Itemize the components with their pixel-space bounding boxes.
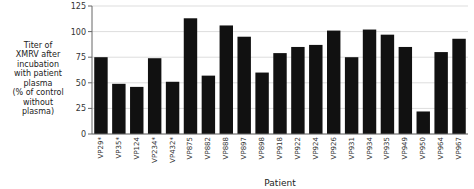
bar xyxy=(148,58,161,134)
bar xyxy=(220,25,233,134)
y-tick-label: 125 xyxy=(71,2,86,11)
grid-line xyxy=(92,31,468,32)
bar xyxy=(166,82,179,134)
y-tick-label: 25 xyxy=(76,104,86,113)
bar xyxy=(452,39,465,134)
bar xyxy=(273,53,286,134)
x-tick-label: VP898 xyxy=(258,137,266,159)
y-axis-label-line: (% of control xyxy=(12,88,63,97)
y-tick xyxy=(88,31,92,32)
x-tick-label: VP432* xyxy=(169,137,177,163)
y-tick xyxy=(88,82,92,83)
x-tick-label: VP29* xyxy=(97,137,105,159)
x-axis: VP29* VP35* VP124 VP234* VP432* VP875 VP882 VP8… xyxy=(97,136,463,162)
x-axis-label: Patient xyxy=(264,178,296,188)
bar xyxy=(345,57,358,134)
x-tick-label: VP931 xyxy=(348,137,356,159)
y-tick xyxy=(88,57,92,58)
bar xyxy=(309,45,322,134)
x-axis-line xyxy=(92,134,468,135)
bar xyxy=(237,37,250,134)
grid xyxy=(92,6,468,134)
x-tick-label: VP924 xyxy=(312,136,320,159)
x-tick-label: VP926 xyxy=(330,136,338,159)
x-tick-label: VP35* xyxy=(115,137,123,159)
bar xyxy=(399,47,412,134)
bar xyxy=(363,30,376,134)
bar xyxy=(130,87,143,134)
x-tick-label: VP897 xyxy=(240,137,248,159)
x-tick-label: VP935 xyxy=(383,137,391,159)
y-axis-label-line: plasma xyxy=(23,79,52,88)
y-tick-label: 0 xyxy=(81,130,86,139)
y-axis-label: Titer ofXMRV afterincubationwith patient… xyxy=(12,41,63,117)
chart: 0 25 50 75 100 125 VP29* VP35* VP124 VP234* VP432*… xyxy=(0,0,474,189)
y-axis-label-line: with patient xyxy=(14,69,62,78)
grid-line xyxy=(92,6,468,7)
bar xyxy=(381,35,394,134)
bar xyxy=(417,111,430,134)
y-axis-label-line: without xyxy=(23,98,53,107)
y-axis: 0 25 50 75 100 125 xyxy=(71,2,92,139)
x-tick-label: VP124 xyxy=(133,136,141,159)
bar xyxy=(202,76,215,134)
y-tick-label: 50 xyxy=(76,79,86,88)
x-tick-label: VP922 xyxy=(294,137,302,159)
x-tick-label: VP875 xyxy=(186,137,194,159)
bar xyxy=(94,57,107,134)
x-tick-label: VP888 xyxy=(222,137,230,159)
y-tick-label: 100 xyxy=(71,28,86,37)
x-tick-label: VP949 xyxy=(401,137,409,159)
bar xyxy=(291,47,304,134)
y-tick xyxy=(88,134,92,135)
x-tick-label: VP950 xyxy=(419,137,427,159)
x-tick-label: VP964 xyxy=(437,136,445,159)
x-tick-label: VP918 xyxy=(276,137,284,159)
y-axis-label-line: XMRV after xyxy=(16,50,61,59)
grid-line xyxy=(92,134,468,135)
bar xyxy=(255,73,268,134)
x-tick-label: VP882 xyxy=(204,137,212,159)
y-tick xyxy=(88,108,92,109)
y-tick-label: 75 xyxy=(76,53,86,62)
x-tick-label: VP967 xyxy=(455,137,463,159)
bar xyxy=(434,52,447,134)
bars xyxy=(94,18,466,134)
y-axis-label-line: Titer of xyxy=(23,41,53,50)
y-tick xyxy=(88,6,92,7)
y-axis-label-line: plasma) xyxy=(22,107,54,116)
x-tick-label: VP934 xyxy=(366,136,374,159)
bar xyxy=(327,31,340,134)
y-axis-line xyxy=(92,6,93,134)
bar xyxy=(112,84,125,134)
bar xyxy=(184,18,197,134)
x-tick-label: VP234* xyxy=(151,137,159,163)
y-axis-label-line: incubation xyxy=(17,60,59,69)
